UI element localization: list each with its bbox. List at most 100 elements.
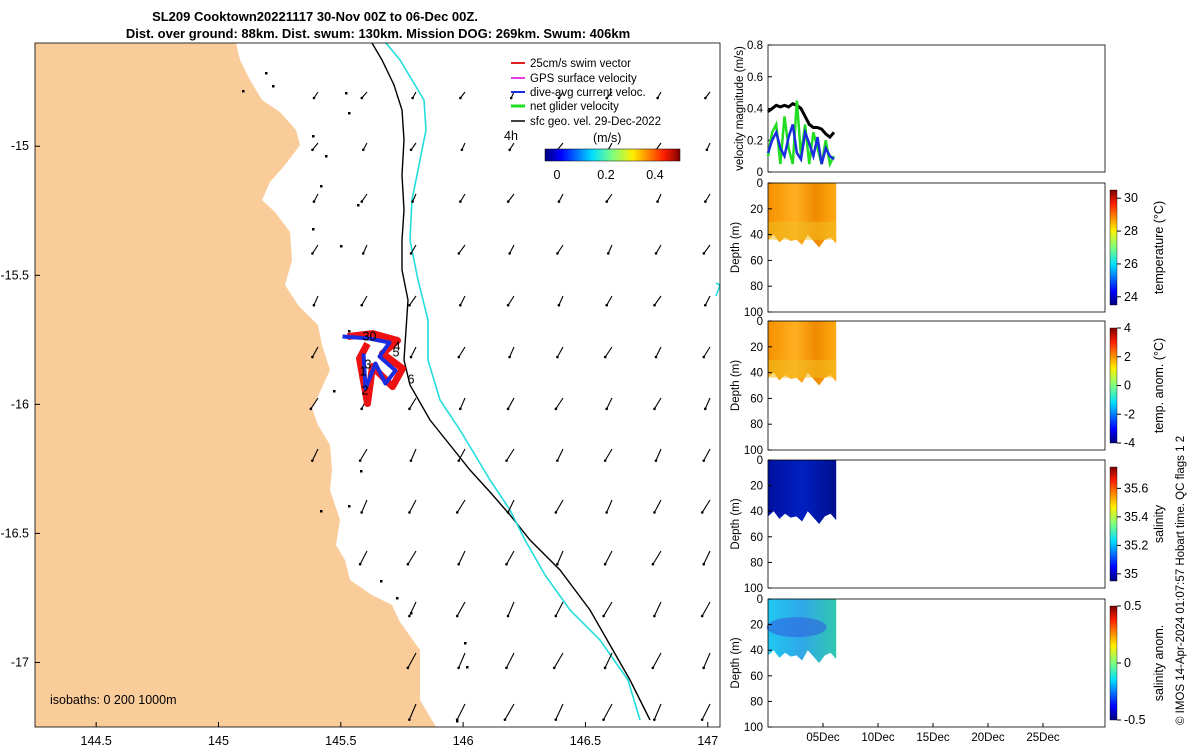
- geo-vector: [558, 193, 564, 202]
- geo-vector: [458, 652, 466, 669]
- time-xtick: 05Dec: [806, 732, 839, 744]
- geo-vector-head: [700, 718, 704, 721]
- colorbar-title: (m/s): [593, 131, 621, 145]
- geo-vector: [654, 397, 662, 410]
- geo-vector: [701, 703, 711, 720]
- depth-tick: 100: [744, 307, 763, 319]
- geo-vector-head: [702, 666, 705, 670]
- depth-ylabel: Depth (m): [730, 637, 742, 688]
- geo-vector-head: [505, 562, 508, 566]
- vel-ytick: 0: [757, 167, 763, 179]
- map-ytick-label: -15: [11, 139, 29, 153]
- geo-vector-head: [603, 562, 607, 566]
- depth-tick: 40: [750, 368, 763, 380]
- speed-label: 4h: [504, 129, 518, 143]
- geo-vector-head: [311, 355, 314, 359]
- geo-vector: [361, 499, 368, 513]
- map-ytick-label: -17: [11, 655, 29, 669]
- geo-vector: [313, 295, 319, 306]
- depth-tick: 80: [750, 281, 763, 293]
- cbar-tick-0: 0: [554, 168, 561, 182]
- geo-vector-head: [408, 303, 411, 307]
- geo-vector-head: [702, 562, 706, 566]
- geo-vector: [557, 142, 564, 151]
- geo-vector: [506, 550, 515, 565]
- geo-vector: [412, 193, 417, 202]
- geo-vector: [312, 142, 319, 151]
- geo-vector-head: [653, 511, 656, 514]
- reef-marker: [312, 135, 315, 138]
- reef-marker: [357, 204, 360, 207]
- geo-vector-head: [605, 407, 608, 411]
- track-day-label: 4: [394, 340, 401, 354]
- cbar-tick: -2: [1124, 407, 1135, 421]
- geo-vector-head: [506, 200, 510, 203]
- geo-vector: [458, 244, 466, 254]
- geo-vector: [361, 295, 368, 306]
- geo-vector-head: [361, 148, 365, 152]
- geo-vector-head: [361, 252, 365, 255]
- geo-vector-head: [556, 562, 559, 566]
- geo-vector: [556, 550, 564, 565]
- geo-vector-head: [653, 718, 656, 721]
- geo-vector: [606, 295, 613, 306]
- geo-vector-head: [556, 252, 559, 255]
- geo-vector: [556, 346, 564, 358]
- geo-vector-head: [702, 459, 706, 462]
- map-xtick-label: 146.5: [570, 734, 601, 748]
- geo-vector-head: [503, 718, 507, 721]
- map-ytick-label: -15.5: [1, 268, 30, 282]
- geo-vector: [408, 703, 417, 720]
- depth-tick: 80: [750, 557, 763, 569]
- depth-ylabel: Depth (m): [730, 360, 742, 411]
- geo-vector-head: [653, 407, 656, 411]
- geo-vector-head: [312, 303, 316, 307]
- geo-vector: [505, 652, 515, 669]
- geo-vector: [459, 295, 466, 306]
- geo-vector: [701, 499, 711, 513]
- geo-vector-head: [703, 407, 707, 411]
- map-ytick-label: -16.5: [1, 526, 30, 540]
- geo-vector: [558, 295, 564, 306]
- geo-vector: [458, 346, 466, 358]
- profile-colorbar: [1109, 189, 1118, 306]
- geo-vector-head: [556, 459, 559, 462]
- geo-vector-head: [606, 252, 610, 255]
- geo-vector-head: [656, 96, 659, 100]
- geo-vector-head: [557, 200, 561, 203]
- depth-ylabel: Depth (m): [730, 222, 742, 273]
- time-xtick: 25Dec: [1026, 732, 1059, 744]
- cbar-tick: 35: [1124, 567, 1138, 581]
- geo-vector: [410, 244, 417, 254]
- cbar-tick: 26: [1124, 257, 1138, 271]
- geo-vector-head: [457, 355, 461, 359]
- geo-vector-head: [360, 96, 364, 100]
- geo-vector: [311, 346, 319, 358]
- map-ytick-label: -16: [11, 397, 29, 411]
- track-day-label: 3: [365, 358, 372, 372]
- geo-vector-head: [605, 303, 609, 307]
- map-xtick-label: 144.5: [81, 734, 112, 748]
- geo-vector-head: [704, 200, 707, 203]
- geo-vector-head: [509, 96, 513, 100]
- geo-vector-head: [653, 303, 656, 307]
- geo-vector: [507, 601, 515, 617]
- legend-gps: GPS surface velocity: [530, 73, 637, 85]
- geo-vector-head: [506, 407, 510, 411]
- reef-marker: [348, 112, 351, 115]
- geo-vector-head: [704, 96, 707, 100]
- glider-track: 30 1 2 3 456: [342, 330, 415, 408]
- geo-vector: [311, 448, 319, 461]
- geo-vector: [604, 652, 613, 669]
- track-day-label: 5: [393, 346, 400, 360]
- track-day-label: 30: [363, 330, 377, 344]
- cbar-tick: 35.2: [1124, 538, 1148, 552]
- geo-vector: [553, 652, 564, 669]
- depth-tick: 80: [750, 419, 763, 431]
- cbar-tick: 0.5: [1124, 599, 1141, 613]
- legend-geo: sfc geo. vel. 29-Dec-2022: [530, 116, 661, 128]
- depth-tick: 100: [744, 445, 763, 457]
- geo-vector-head: [409, 355, 413, 359]
- geo-vector-head: [459, 96, 462, 100]
